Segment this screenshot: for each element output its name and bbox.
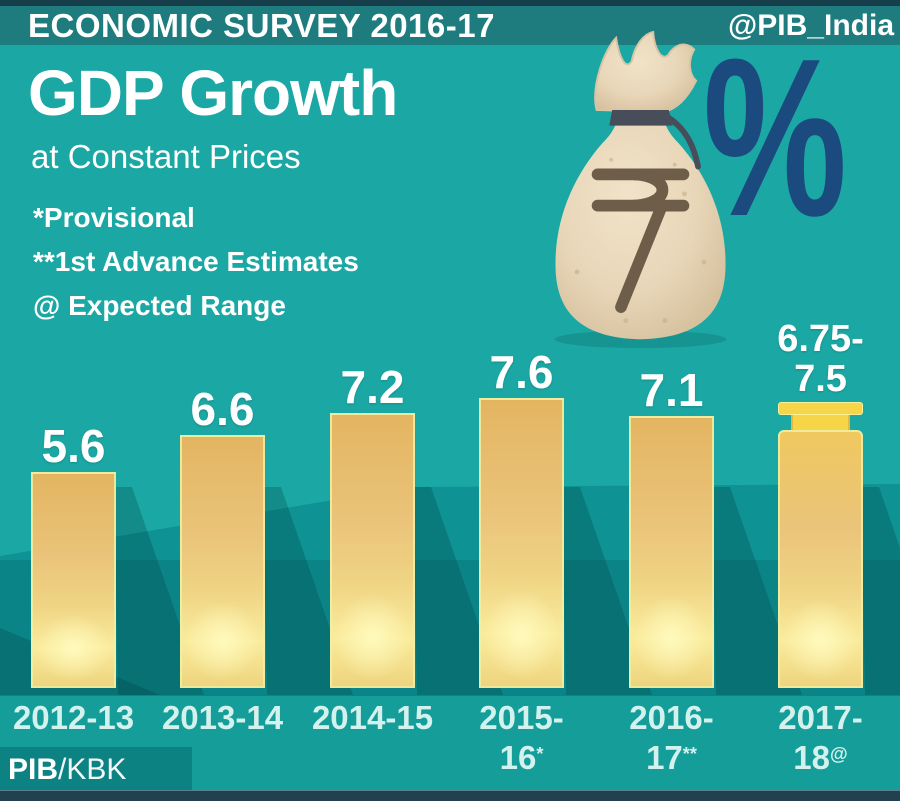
page-subtitle: at Constant Prices [31, 138, 301, 175]
category-superscript: @ [830, 744, 848, 765]
bar-2012-13 [31, 472, 116, 688]
bar-category-label: 2017- 18@ [741, 698, 900, 779]
bar-value-label: 7.6 [442, 345, 602, 398]
header-title: ECONOMIC SURVEY 2016-17 [28, 7, 495, 44]
footnote-expected-range: @ Expected Range [33, 290, 286, 321]
bar-2013-14 [180, 435, 265, 688]
value-line: 6.75- [777, 318, 864, 361]
footnote-provisional: *Provisional [33, 202, 195, 233]
category-line: 2016- [629, 699, 714, 736]
money-bag-icon [554, 30, 727, 349]
bar-category-label: 2014-15 [293, 698, 453, 738]
category-superscript: * [536, 744, 544, 765]
value-line: 7.5 [794, 358, 847, 401]
bar-value-label: 6.6 [143, 382, 303, 435]
bar-2016-17 [629, 416, 714, 688]
bar-value-label: 5.6 [0, 419, 154, 472]
value-line: 6.6 [190, 382, 255, 435]
bar-shadow [861, 487, 900, 695]
bar-category-label: 2016- 17** [592, 698, 752, 779]
bar-2017-18 [778, 402, 863, 688]
bag-ruffle [594, 30, 698, 113]
category-line: 16* [499, 739, 544, 777]
percent-icon: % [703, 11, 847, 263]
twitter-handle: @PIB_India [728, 9, 894, 42]
bar-body [778, 430, 863, 688]
floor-band-dark [0, 560, 900, 696]
category-line: 18@ [793, 739, 848, 777]
rupee-symbol [591, 168, 690, 313]
category-line: 2015- [479, 699, 564, 736]
category-superscript: ** [682, 744, 697, 765]
bar-2014-15 [330, 413, 415, 688]
bar-category-label: 2012-13 [0, 698, 154, 738]
category-line: 2013-14 [161, 699, 284, 736]
bag-tie [609, 109, 673, 126]
bottom-border-strip [0, 790, 900, 801]
value-line: 7.6 [489, 345, 554, 398]
top-border-line [0, 0, 900, 6]
bag-body [555, 111, 726, 340]
category-line: 2012-13 [12, 699, 135, 736]
bag-tie-strand [665, 114, 701, 170]
page-title: GDP Growth [28, 57, 398, 129]
credit-pib: PIB [8, 753, 59, 786]
value-line: 7.2 [340, 360, 405, 413]
category-line: 17** [646, 739, 697, 777]
header-bar [0, 6, 900, 45]
bar-value-label: 6.75- 7.5 [741, 318, 900, 401]
credit-box: PIB/KBK [0, 747, 192, 792]
bar-category-label: 2015- 16* [442, 698, 602, 779]
bar-category-label: 2013-14 [143, 698, 303, 738]
credit-kbk: /KBK [58, 753, 127, 786]
range-cap [778, 402, 863, 415]
bar-2015-16 [479, 398, 564, 688]
footnote-advance-estimates: **1st Advance Estimates [33, 246, 359, 277]
category-line: 2014-15 [311, 699, 434, 736]
range-neck [791, 415, 850, 430]
category-line: 2017- [778, 699, 863, 736]
bar-value-label: 7.1 [592, 363, 752, 416]
value-line: 7.1 [639, 363, 704, 416]
bar-value-label: 7.2 [293, 360, 453, 413]
footnotes: *Provisional **1st Advance Estimates @ E… [33, 196, 359, 328]
value-line: 5.6 [41, 419, 106, 472]
bag-shadow [554, 330, 727, 349]
